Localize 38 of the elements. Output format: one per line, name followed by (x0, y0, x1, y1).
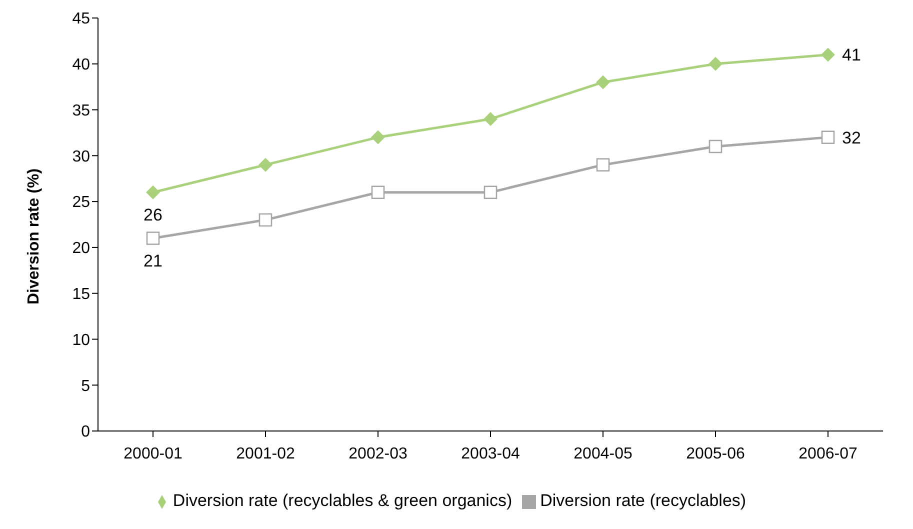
y-tick-label: 40 (72, 56, 90, 74)
y-tick-label: 20 (72, 240, 90, 258)
data-label: 41 (842, 46, 861, 65)
point (708, 140, 722, 154)
point (484, 112, 498, 126)
point (146, 232, 160, 245)
x-tick-label: 2001-02 (236, 445, 295, 462)
y-tick-label: 15 (72, 286, 90, 304)
point (484, 186, 498, 200)
y-tick-label: 25 (72, 194, 90, 212)
point (821, 48, 835, 62)
y-tick-label: 30 (72, 148, 90, 166)
point (371, 186, 385, 200)
data-label: 32 (842, 128, 861, 148)
x-tick-label: 2004-05 (574, 445, 632, 462)
legend-label: Diversion rate (recyclables & green organics) (172, 491, 512, 510)
y-tick-label: 0 (81, 424, 90, 441)
x-tick-label: 2006-07 (798, 445, 858, 462)
data-label: 26 (144, 205, 162, 224)
x-tick-label: 2005-06 (686, 445, 745, 462)
point (371, 130, 385, 144)
point (258, 213, 272, 227)
point (146, 185, 160, 200)
y-tick-label: 5 (81, 378, 90, 395)
legend-label: Diversion rate (recyclables) (540, 491, 746, 510)
point (258, 158, 272, 172)
point (821, 130, 835, 144)
point (708, 56, 722, 71)
y-tick-label: 10 (72, 332, 90, 349)
point (596, 75, 610, 90)
x-tick-label: 2003-04 (461, 445, 520, 462)
x-tick-label: 2000-01 (124, 445, 182, 462)
y-tick-label: 45 (72, 10, 90, 28)
data-label: 21 (144, 251, 162, 270)
y-axis-title: Diversion rate (%) (26, 168, 43, 304)
x-tick-label: 2002-03 (348, 445, 408, 462)
y-tick-label: 35 (72, 102, 90, 120)
point (596, 158, 610, 172)
